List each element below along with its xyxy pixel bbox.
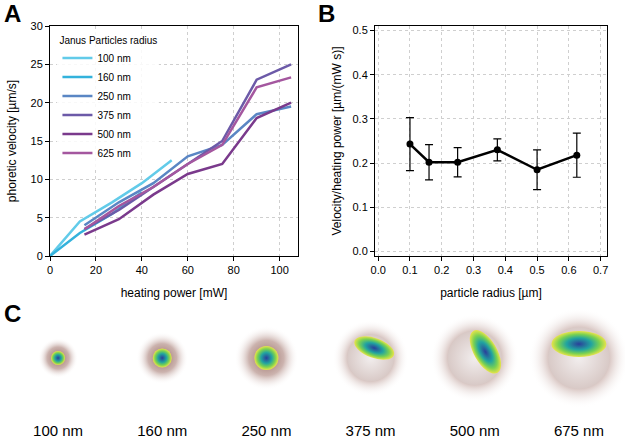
svg-text:Janus Particles radius: Janus Particles radius <box>59 35 157 46</box>
svg-text:0: 0 <box>47 264 53 276</box>
svg-text:0.3: 0.3 <box>466 264 481 276</box>
svg-text:20: 20 <box>31 97 43 109</box>
svg-text:80: 80 <box>228 264 240 276</box>
svg-text:0.5: 0.5 <box>353 24 368 36</box>
svg-text:30: 30 <box>31 20 43 32</box>
svg-text:20: 20 <box>90 264 102 276</box>
svg-text:100 nm: 100 nm <box>97 53 130 64</box>
svg-text:0.4: 0.4 <box>498 264 513 276</box>
svg-text:0.6: 0.6 <box>561 264 576 276</box>
svg-text:5: 5 <box>37 212 43 224</box>
svg-text:0.3: 0.3 <box>353 113 368 125</box>
svg-text:250 nm: 250 nm <box>241 422 291 439</box>
svg-text:0.2: 0.2 <box>434 264 449 276</box>
svg-text:Velocity/heating power [µm/(mW: Velocity/heating power [µm/(mW s)] <box>330 47 344 236</box>
svg-text:375 nm: 375 nm <box>97 110 130 121</box>
svg-text:500 nm: 500 nm <box>97 129 130 140</box>
svg-text:particle radius [µm]: particle radius [µm] <box>440 286 542 300</box>
svg-text:100: 100 <box>270 264 288 276</box>
svg-text:0.2: 0.2 <box>353 157 368 169</box>
svg-text:675 nm: 675 nm <box>554 422 604 439</box>
svg-text:heating power [mW]: heating power [mW] <box>121 286 228 300</box>
html-text:B: B <box>318 0 336 27</box>
svg-text:0.1: 0.1 <box>402 264 417 276</box>
svg-text:160 nm: 160 nm <box>97 72 130 83</box>
svg-text:375 nm: 375 nm <box>346 422 396 439</box>
svg-text:25: 25 <box>31 58 43 70</box>
svg-text:250 nm: 250 nm <box>97 91 130 102</box>
svg-text:0.1: 0.1 <box>353 201 368 213</box>
svg-text:100 nm: 100 nm <box>33 422 83 439</box>
svg-text:0.7: 0.7 <box>593 264 608 276</box>
html-text:C: C <box>4 300 22 327</box>
svg-text:500 nm: 500 nm <box>450 422 500 439</box>
svg-text:0.4: 0.4 <box>353 69 368 81</box>
svg-text:60: 60 <box>182 264 194 276</box>
svg-text:40: 40 <box>136 264 148 276</box>
svg-text:0: 0 <box>37 250 43 262</box>
svg-text:10: 10 <box>31 173 43 185</box>
svg-text:0.0: 0.0 <box>353 245 368 257</box>
html-text:A: A <box>4 0 22 27</box>
svg-text:160 nm: 160 nm <box>137 422 187 439</box>
svg-text:0.0: 0.0 <box>371 264 386 276</box>
svg-text:phoretic velocity [µm/s]: phoretic velocity [µm/s] <box>5 80 19 202</box>
svg-text:15: 15 <box>31 135 43 147</box>
svg-text:625 nm: 625 nm <box>97 148 130 159</box>
svg-text:0.5: 0.5 <box>529 264 544 276</box>
